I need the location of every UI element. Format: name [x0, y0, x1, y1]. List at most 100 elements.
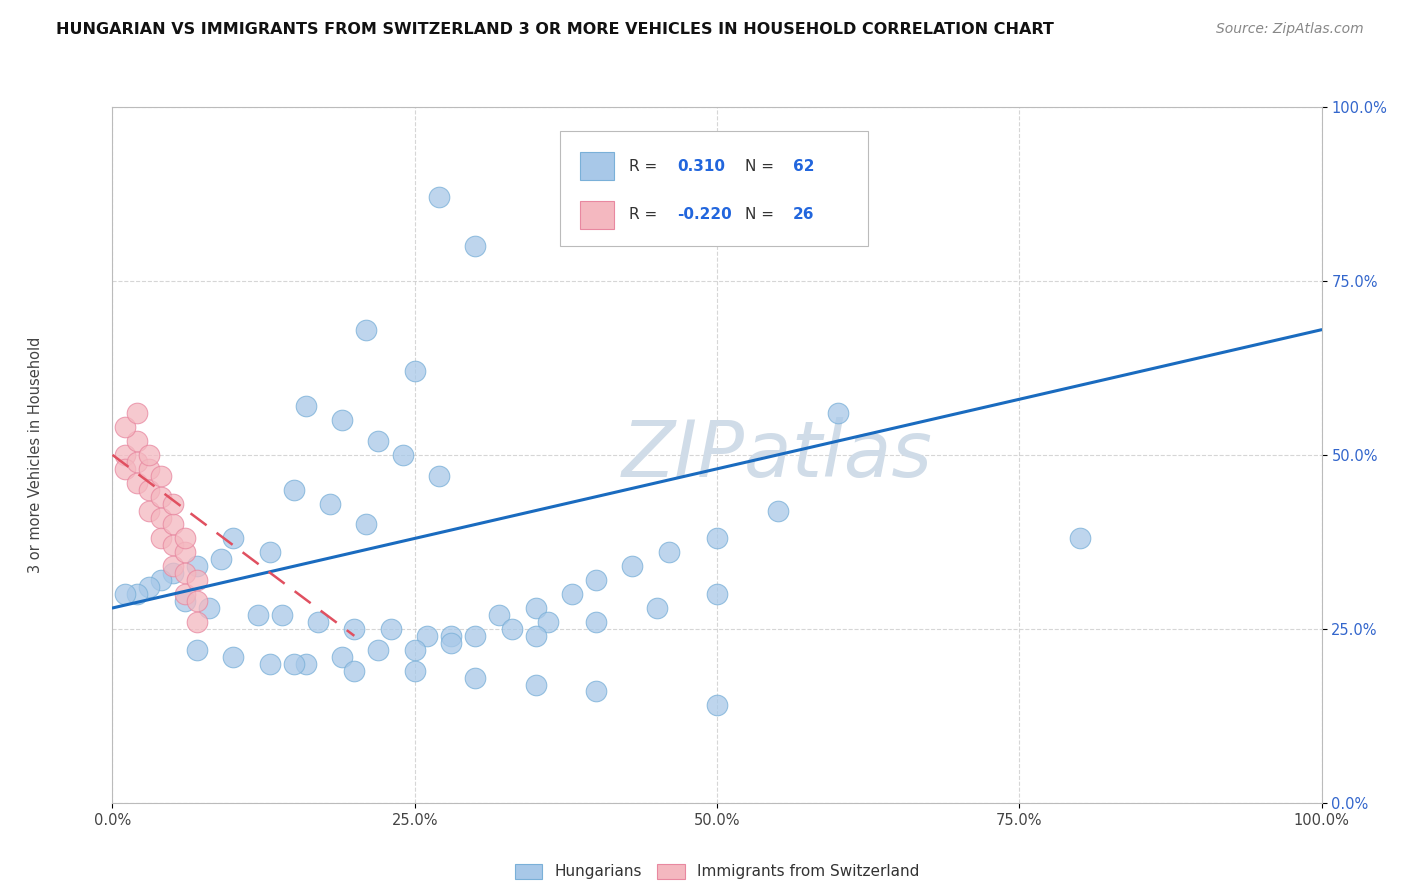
Text: 62: 62 [793, 159, 814, 174]
Point [138, 448, 160, 462]
Text: ZIPatlas: ZIPatlas [621, 417, 934, 493]
Point [149, 468, 172, 483]
Point [222, 532, 245, 546]
Point [356, 517, 378, 532]
Text: 3 or more Vehicles in Household: 3 or more Vehicles in Household [28, 337, 42, 573]
Text: R =: R = [628, 207, 662, 222]
Point [114, 462, 136, 476]
Point [186, 559, 208, 574]
Point [174, 545, 197, 559]
Point [427, 468, 450, 483]
Point [149, 490, 172, 504]
Point [645, 601, 668, 615]
Point [585, 573, 607, 587]
Point [621, 559, 644, 574]
Point [464, 629, 486, 643]
Point [125, 475, 148, 490]
Point [246, 607, 269, 622]
Point [125, 455, 148, 469]
Point [138, 483, 160, 497]
Point [524, 629, 547, 643]
Point [162, 559, 184, 574]
Point [138, 580, 160, 594]
FancyBboxPatch shape [581, 201, 614, 229]
Point [706, 587, 728, 601]
Point [524, 601, 547, 615]
Text: R =: R = [628, 159, 662, 174]
Point [706, 698, 728, 713]
Text: 26: 26 [793, 207, 814, 222]
Point [404, 364, 426, 378]
FancyBboxPatch shape [560, 131, 868, 246]
Point [283, 657, 305, 671]
Point [114, 448, 136, 462]
Point [585, 684, 607, 698]
Point [222, 649, 245, 664]
Point [162, 566, 184, 581]
Text: N =: N = [745, 207, 779, 222]
Point [295, 657, 318, 671]
Point [537, 615, 560, 629]
Point [259, 545, 281, 559]
Point [149, 532, 172, 546]
Point [209, 552, 232, 566]
Point [174, 532, 197, 546]
Point [330, 413, 353, 427]
Point [766, 503, 789, 517]
Point [330, 649, 353, 664]
Point [1069, 532, 1091, 546]
Point [149, 573, 172, 587]
Point [404, 642, 426, 657]
Point [174, 594, 197, 608]
Point [380, 622, 402, 636]
Point [295, 399, 318, 413]
Legend: Hungarians, Immigrants from Switzerland: Hungarians, Immigrants from Switzerland [509, 857, 925, 886]
Point [174, 587, 197, 601]
Text: HUNGARIAN VS IMMIGRANTS FROM SWITZERLAND 3 OR MORE VEHICLES IN HOUSEHOLD CORRELA: HUNGARIAN VS IMMIGRANTS FROM SWITZERLAND… [56, 22, 1054, 37]
Point [440, 629, 463, 643]
Point [488, 607, 510, 622]
Point [114, 587, 136, 601]
Text: -0.220: -0.220 [678, 207, 733, 222]
Point [319, 497, 342, 511]
Point [125, 434, 148, 448]
Point [585, 615, 607, 629]
Point [427, 190, 450, 204]
Point [138, 462, 160, 476]
Point [186, 615, 208, 629]
Point [464, 671, 486, 685]
FancyBboxPatch shape [581, 153, 614, 180]
Point [198, 601, 221, 615]
Point [706, 532, 728, 546]
Point [440, 636, 463, 650]
Point [162, 497, 184, 511]
Point [162, 517, 184, 532]
Point [162, 538, 184, 552]
Point [501, 622, 523, 636]
Point [283, 483, 305, 497]
Text: 0.310: 0.310 [678, 159, 725, 174]
Point [367, 434, 389, 448]
Text: N =: N = [745, 159, 779, 174]
Point [138, 503, 160, 517]
Point [524, 677, 547, 691]
Point [356, 323, 378, 337]
Point [404, 664, 426, 678]
Point [186, 642, 208, 657]
Point [149, 510, 172, 524]
Point [391, 448, 413, 462]
Point [343, 622, 366, 636]
Point [343, 664, 366, 678]
Point [186, 594, 208, 608]
Point [464, 239, 486, 253]
Point [114, 420, 136, 434]
Point [270, 607, 292, 622]
Point [561, 587, 583, 601]
Point [259, 657, 281, 671]
Point [307, 615, 329, 629]
Point [367, 642, 389, 657]
Point [416, 629, 439, 643]
Point [186, 573, 208, 587]
Point [827, 406, 849, 420]
Text: Source: ZipAtlas.com: Source: ZipAtlas.com [1216, 22, 1364, 37]
